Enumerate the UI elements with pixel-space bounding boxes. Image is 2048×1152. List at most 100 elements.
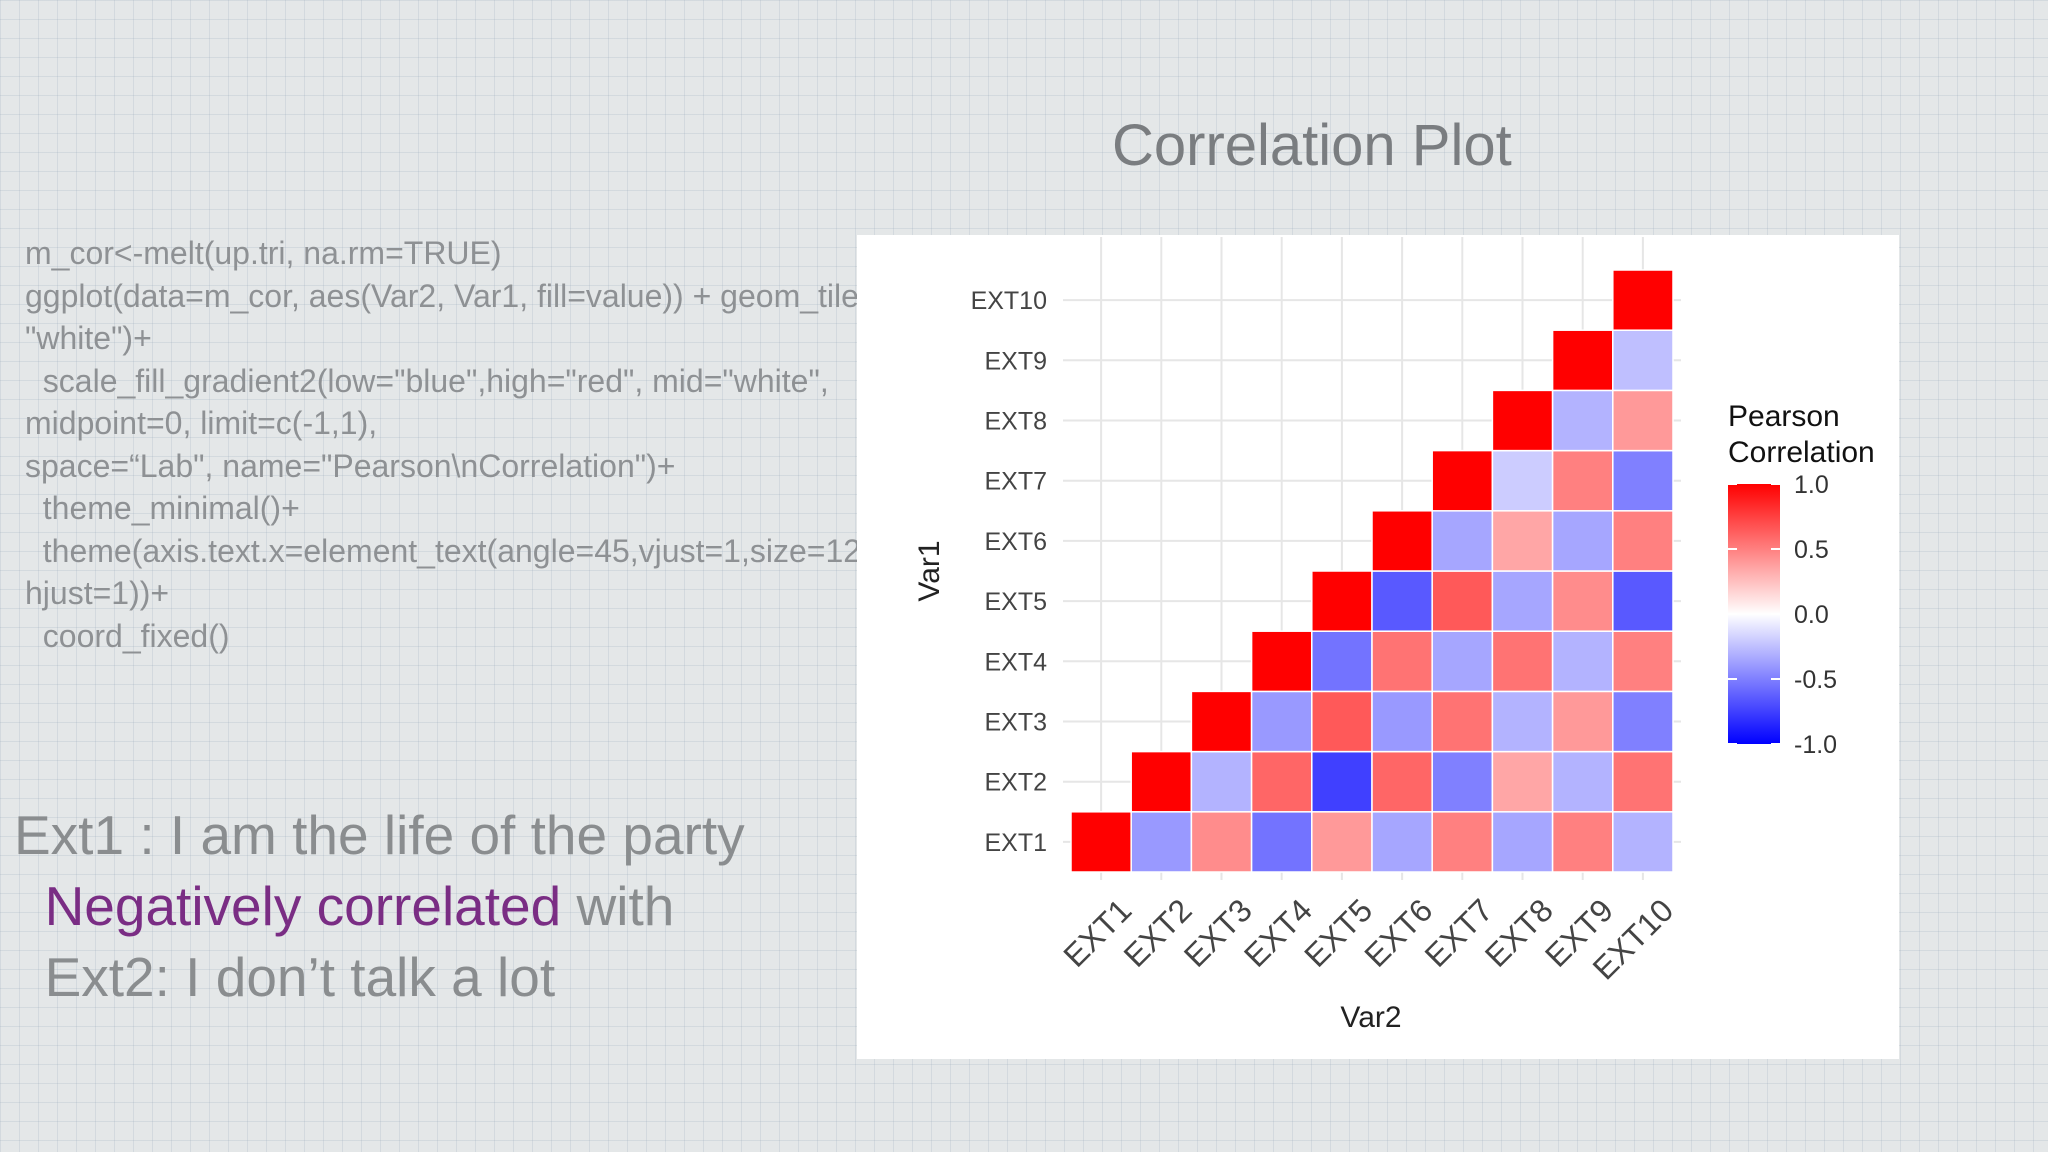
heatmap-tile-ext6-ext7 — [1431, 510, 1494, 572]
heatmap-tile-ext2-ext4 — [1250, 750, 1313, 813]
y-tick-label: EXT10 — [971, 287, 1047, 315]
heatmap-tile-ext1-ext6 — [1371, 811, 1433, 873]
correlation-note: Ext1 : I am the life of the party Negati… — [14, 800, 745, 1013]
heatmap-tile-ext2-ext7 — [1431, 750, 1494, 813]
note-line-1: Ext1 : I am the life of the party — [14, 804, 745, 866]
legend-title-line2: Correlation — [1728, 436, 1875, 469]
heatmap-tile-ext7-ext8 — [1491, 449, 1554, 512]
code-line: space=“Lab", name="Pearson\nCorrelation"… — [25, 447, 676, 484]
note-line-2: Negatively correlated with — [14, 871, 745, 942]
heatmap-tile-ext1-ext10 — [1612, 811, 1674, 873]
x-tick-label: EXT7 — [1418, 892, 1500, 974]
y-tick-labels: EXT1 EXT2 EXT3 EXT4 EXT5 EXT6 EXT7 EXT8 EXT9 EXT1… — [971, 287, 1048, 857]
heatmap-tile-ext7-ext9 — [1551, 449, 1614, 512]
y-tick-label: EXT4 — [984, 648, 1047, 676]
heatmap-tiles — [1070, 269, 1674, 873]
heatmap-tile-ext7-ext7 — [1431, 449, 1494, 512]
heatmap-tile-ext3-ext10 — [1612, 690, 1674, 753]
note-line-3: Ext2: I don’t talk a lot — [14, 942, 745, 1013]
heatmap-tile-ext5-ext6 — [1371, 570, 1433, 632]
x-tick-label: EXT2 — [1117, 892, 1199, 974]
code-line: coord_fixed() — [25, 617, 230, 654]
code-line: theme(axis.text.x=element_text(angle=45,… — [25, 532, 870, 569]
heatmap-tile-ext2-ext5 — [1311, 750, 1373, 813]
heatmap-tile-ext5-ext5 — [1311, 570, 1373, 632]
heatmap-tile-ext3-ext9 — [1551, 690, 1614, 753]
heatmap-tile-ext3-ext7 — [1431, 690, 1494, 753]
heatmap-tile-ext4-ext6 — [1371, 630, 1433, 693]
heatmap-tile-ext1-ext3 — [1190, 811, 1253, 873]
heatmap-tile-ext4-ext4 — [1250, 630, 1313, 693]
x-axis-title: Var2 — [1340, 1001, 1401, 1034]
y-tick-label: EXT2 — [984, 769, 1047, 797]
y-tick-label: EXT8 — [984, 408, 1047, 436]
heatmap-tile-ext5-ext10 — [1612, 570, 1674, 632]
heatmap-tile-ext6-ext8 — [1491, 510, 1554, 572]
code-line: ggplot(data=m_cor, aes(Var2, Var1, fill=… — [25, 277, 958, 314]
code-block: m_cor<-melt(up.tri, na.rm=TRUE) ggplot(d… — [25, 232, 985, 657]
legend-tick-label: 0.5 — [1794, 536, 1829, 564]
note-highlight: Negatively correlated — [44, 875, 562, 937]
heatmap-tile-ext2-ext8 — [1491, 750, 1554, 813]
x-tick-label: EXT3 — [1177, 892, 1259, 974]
heatmap-tile-ext5-ext8 — [1491, 570, 1554, 632]
y-tick-label: EXT9 — [984, 347, 1047, 375]
heatmap-tile-ext4-ext7 — [1431, 630, 1494, 693]
heatmap-tile-ext3-ext6 — [1371, 690, 1433, 753]
heatmap-tile-ext3-ext8 — [1491, 690, 1554, 753]
x-tick-label: EXT6 — [1357, 892, 1439, 974]
heatmap-tile-ext2-ext10 — [1612, 750, 1674, 813]
heatmap-tile-ext1-ext7 — [1431, 811, 1494, 873]
legend-title-line1: Pearson — [1728, 400, 1840, 433]
heatmap-tile-ext3-ext5 — [1311, 690, 1373, 753]
heatmap-tile-ext9-ext9 — [1551, 329, 1614, 392]
heatmap-tile-ext1-ext2 — [1130, 811, 1193, 873]
heatmap-tile-ext8-ext10 — [1612, 389, 1674, 452]
heatmap-tile-ext6-ext10 — [1612, 510, 1674, 572]
legend-tick-label: 0.0 — [1794, 601, 1829, 629]
heatmap-tile-ext3-ext4 — [1250, 690, 1313, 753]
x-tick-label: EXT8 — [1478, 892, 1560, 974]
slide-title: Correlation Plot — [1112, 113, 1512, 178]
code-line: m_cor<-melt(up.tri, na.rm=TRUE) — [25, 235, 502, 271]
legend-tick-label: -1.0 — [1794, 731, 1837, 759]
heatmap-tile-ext1-ext9 — [1551, 811, 1614, 873]
heatmap-tile-ext3-ext3 — [1190, 690, 1253, 753]
chart-panel: EXT1 EXT2 EXT3 EXT4 EXT5 EXT6 EXT7 EXT8 EXT9 EXT1… — [857, 235, 1899, 1059]
heatmap-tile-ext4-ext9 — [1551, 630, 1614, 693]
y-axis-title: Var1 — [913, 540, 946, 601]
heatmap-tile-ext6-ext6 — [1371, 510, 1433, 572]
heatmap-tile-ext5-ext7 — [1431, 570, 1494, 632]
x-tick-label: EXT4 — [1237, 892, 1319, 974]
legend-tick-label: -0.5 — [1794, 666, 1837, 694]
heatmap-tile-ext2-ext9 — [1551, 750, 1614, 813]
heatmap-tile-ext4-ext10 — [1612, 630, 1674, 693]
y-tick-label: EXT6 — [984, 528, 1047, 556]
y-tick-label: EXT5 — [984, 588, 1047, 616]
y-tick-label: EXT1 — [984, 829, 1047, 857]
heatmap-tile-ext5-ext9 — [1551, 570, 1614, 632]
code-line: midpoint=0, limit=c(-1,1), — [25, 405, 378, 441]
heatmap-tile-ext1-ext1 — [1070, 811, 1132, 873]
code-line: scale_fill_gradient2(low="blue",high="re… — [25, 362, 829, 399]
heatmap-tile-ext4-ext8 — [1491, 630, 1554, 693]
legend-tick-label: 1.0 — [1794, 471, 1829, 499]
code-line: "white")+ — [25, 320, 152, 356]
heatmap-tile-ext9-ext10 — [1612, 329, 1674, 392]
heatmap-tile-ext2-ext6 — [1371, 750, 1433, 813]
heatmap-tile-ext8-ext9 — [1551, 389, 1614, 452]
y-tick-label: EXT7 — [984, 468, 1047, 496]
heatmap-tile-ext2-ext2 — [1130, 750, 1193, 813]
heatmap-tile-ext1-ext5 — [1311, 811, 1373, 873]
heatmap-tile-ext10-ext10 — [1612, 269, 1674, 331]
heatmap-tile-ext8-ext8 — [1491, 389, 1554, 452]
code-line: hjust=1))+ — [25, 575, 170, 611]
correlation-heatmap: EXT1EXT2EXT3EXT4EXT5EXT6EXT7EXT8EXT9EXT1… — [913, 237, 1875, 1034]
x-tick-label: EXT5 — [1297, 892, 1379, 974]
y-tick-label: EXT3 — [984, 709, 1047, 737]
note-line-2-rest: with — [561, 875, 675, 937]
heatmap-tile-ext4-ext5 — [1311, 630, 1373, 693]
heatmap-tile-ext7-ext10 — [1612, 449, 1674, 512]
x-tick-labels: EXT1EXT2EXT3EXT4EXT5EXT6EXT7EXT8EXT9EXT1… — [1056, 892, 1680, 987]
code-line: theme_minimal()+ — [25, 490, 300, 526]
